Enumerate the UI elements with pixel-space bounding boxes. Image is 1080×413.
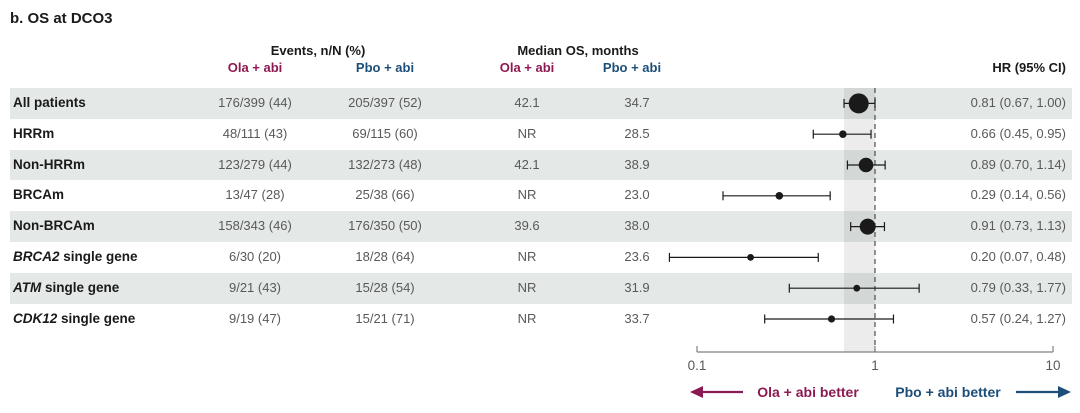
events-ola-header: Ola + abi xyxy=(227,60,283,75)
events-ola-value: 9/21 (43) xyxy=(228,279,282,295)
figure-title: b. OS at DCO3 xyxy=(10,10,113,27)
median-pbo-value: 33.7 xyxy=(624,310,650,326)
table-row: BRCA2 single gene 6/30 (20) 18/28 (64) NR 23… xyxy=(10,242,1072,273)
events-group-header: Events, n/N (%) xyxy=(270,43,366,58)
table-row: BRCAm 13/47 (28) 25/38 (66) NR 23.0 0.29 (0.1… xyxy=(10,180,1072,211)
table-row: HRRm 48/111 (43) 69/115 (60) NR 28.5 0.66 (0.… xyxy=(10,119,1072,150)
hr-ci-value: 0.89 (0.70, 1.14) xyxy=(970,156,1066,172)
median-ola-value: 42.1 xyxy=(514,156,540,172)
hr-ci-value: 0.29 (0.14, 0.56) xyxy=(970,187,1066,203)
row-label: Non-HRRm xyxy=(13,156,85,172)
median-pbo-value: 23.0 xyxy=(624,187,650,203)
row-label: All patients xyxy=(13,95,86,110)
events-pbo-value: 15/21 (71) xyxy=(355,310,415,326)
events-pbo-value: 15/28 (54) xyxy=(355,279,415,295)
axis-tick-label: 0.1 xyxy=(688,358,707,373)
axis-tick-label: 10 xyxy=(1045,358,1060,373)
hr-ci-value: 0.91 (0.73, 1.13) xyxy=(970,218,1066,234)
hr-column-header: HR (95% CI) xyxy=(992,60,1066,75)
table-row: All patients 176/399 (44) 205/397 (52) 42.1… xyxy=(10,88,1072,119)
pbo-better-arrowhead-icon xyxy=(1058,386,1071,398)
events-ola-value: 176/399 (44) xyxy=(218,95,292,110)
row-label: BRCA2 single gene xyxy=(13,249,138,264)
ola-better-label: Ola + abi better xyxy=(757,384,859,400)
hr-ci-value: 0.20 (0.07, 0.48) xyxy=(970,249,1066,264)
median-ola-value: NR xyxy=(517,310,537,326)
table-row: CDK12 single gene 9/19 (47) 15/21 (71) NR 33… xyxy=(10,304,1072,335)
median-ola-value: NR xyxy=(517,125,537,141)
hr-ci-value: 0.66 (0.45, 0.95) xyxy=(970,125,1066,141)
axis-tick-label: 1 xyxy=(871,358,879,373)
median-ola-value: 39.6 xyxy=(514,218,540,234)
median-pbo-value: 38.9 xyxy=(624,156,650,172)
median-pbo-value: 38.0 xyxy=(624,218,650,234)
median-ola-value: NR xyxy=(517,249,537,264)
table-row: Non-BRCAm 158/343 (46) 176/350 (50) 39.6 38.… xyxy=(10,211,1072,242)
ola-better-arrowhead-icon xyxy=(690,386,703,398)
events-pbo-value: 18/28 (64) xyxy=(355,249,415,264)
events-pbo-value: 176/350 (50) xyxy=(348,218,422,234)
hr-ci-value: 0.57 (0.24, 1.27) xyxy=(970,310,1066,326)
events-pbo-value: 69/115 (60) xyxy=(352,125,418,141)
median-pbo-value: 23.6 xyxy=(624,249,650,264)
pbo-better-label: Pbo + abi better xyxy=(895,384,1001,400)
row-label: Non-BRCAm xyxy=(13,218,95,234)
events-pbo-header: Pbo + abi xyxy=(355,60,415,75)
row-label: BRCAm xyxy=(13,187,65,203)
row-label: CDK12 single gene xyxy=(13,310,136,326)
table-row: ATM single gene 9/21 (43) 15/28 (54) NR 31.9… xyxy=(10,272,1072,304)
events-ola-value: 158/343 (46) xyxy=(218,218,292,234)
events-pbo-value: 132/273 (48) xyxy=(348,156,422,172)
hr-ci-value: 0.81 (0.67, 1.00) xyxy=(970,95,1066,110)
events-ola-value: 13/47 (28) xyxy=(225,187,285,203)
events-pbo-value: 205/397 (52) xyxy=(348,95,422,110)
median-pbo-value: 34.7 xyxy=(624,95,650,110)
median-group-header: Median OS, months xyxy=(517,43,639,58)
row-label: HRRm xyxy=(13,125,55,141)
table-row: Non-HRRm 123/279 (44) 132/273 (48) 42.1 38.9… xyxy=(10,149,1072,181)
median-ola-value: NR xyxy=(517,279,537,295)
median-ola-value: 42.1 xyxy=(514,95,540,110)
median-pbo-value: 31.9 xyxy=(624,279,650,295)
median-pbo-header: Pbo + abi xyxy=(602,60,662,75)
median-pbo-value: 28.5 xyxy=(624,125,650,141)
events-ola-value: 48/111 (43) xyxy=(222,125,288,141)
row-label: ATM single gene xyxy=(13,279,120,295)
hr-ci-value: 0.79 (0.33, 1.77) xyxy=(970,279,1066,295)
events-pbo-value: 25/38 (66) xyxy=(355,187,415,203)
events-ola-value: 123/279 (44) xyxy=(218,156,292,172)
events-ola-value: 9/19 (47) xyxy=(228,310,282,326)
median-ola-header: Ola + abi xyxy=(499,60,555,75)
events-ola-value: 6/30 (20) xyxy=(228,249,282,264)
median-ola-value: NR xyxy=(517,187,537,203)
